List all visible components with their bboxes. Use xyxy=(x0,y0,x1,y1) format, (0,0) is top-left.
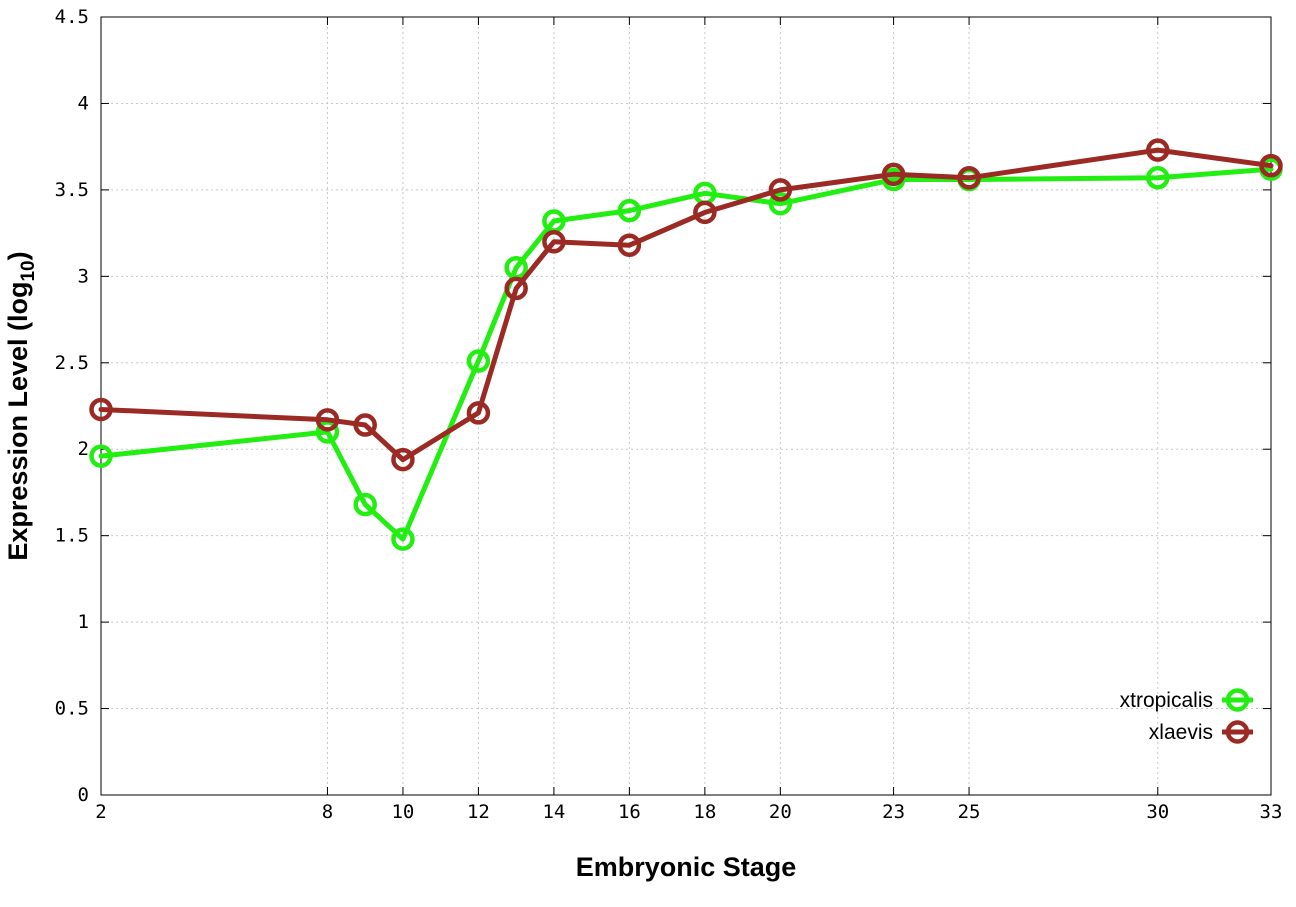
data-point-xlaevis xyxy=(315,408,340,432)
data-point-xlaevis xyxy=(542,230,566,254)
data-point-xlaevis xyxy=(466,401,491,425)
data-point-xlaevis xyxy=(391,447,415,472)
axis-ticks: 0 0.5 1 1.5 2 2.5 3 3.5 4 4.5 2 8 10 12 14 16 18 20 23 25 30… xyxy=(55,6,1283,823)
data-point-xtropicalis xyxy=(1146,166,1170,190)
y-tick-label: 2.5 xyxy=(55,352,89,374)
legend: xtropicalis xlaevis xyxy=(1120,688,1253,744)
plot-frame xyxy=(100,16,1272,796)
series-xlaevis xyxy=(89,138,1283,472)
x-axis-title: Embryonic Stage xyxy=(576,852,797,882)
y-tick-label: 4 xyxy=(78,92,89,114)
y-tick-label: 1.5 xyxy=(55,525,89,547)
y-tick-label: 0.5 xyxy=(55,698,89,720)
x-tick-label: 18 xyxy=(693,801,716,823)
x-tick-label: 25 xyxy=(958,801,981,823)
legend-label: xtropicalis xyxy=(1120,689,1213,712)
legend-label: xlaevis xyxy=(1149,721,1213,744)
data-point-xlaevis xyxy=(693,200,717,225)
data-point-xlaevis xyxy=(881,162,906,187)
x-tick-label: 23 xyxy=(882,801,905,823)
x-tick-label: 8 xyxy=(322,801,333,823)
data-point-xlaevis xyxy=(768,178,793,202)
x-tick-label: 10 xyxy=(391,801,414,823)
data-point-xlaevis xyxy=(353,413,377,437)
y-tick-label: 1 xyxy=(78,611,89,633)
y-tick-label: 4.5 xyxy=(55,6,89,28)
data-point-xlaevis xyxy=(617,233,642,257)
data-point-xlaevis xyxy=(1259,153,1283,178)
data-point-xtropicalis xyxy=(353,492,377,517)
y-tick-label: 3 xyxy=(78,265,89,287)
data-point-xtropicalis xyxy=(617,198,642,223)
x-tick-label: 14 xyxy=(542,801,565,823)
legend-item-xtropicalis: xtropicalis xyxy=(1120,688,1253,712)
grid-lines xyxy=(101,17,1271,795)
data-point-xlaevis xyxy=(957,166,981,190)
x-tick-label: 16 xyxy=(618,801,641,823)
data-point-xtropicalis xyxy=(315,420,340,444)
y-tick-label: 2 xyxy=(78,438,89,460)
x-tick-label: 12 xyxy=(467,801,490,823)
data-point-xtropicalis xyxy=(466,349,491,373)
x-tick-label: 30 xyxy=(1146,801,1169,823)
legend-swatch-marker xyxy=(1225,720,1250,744)
data-point-xlaevis xyxy=(89,397,113,422)
data-point-xtropicalis xyxy=(768,191,793,216)
series-line-xtropicalis xyxy=(98,166,1274,542)
data-point-xtropicalis xyxy=(391,527,415,551)
data-point-xlaevis xyxy=(504,276,528,301)
x-tick-label: 33 xyxy=(1260,801,1283,823)
series-layer xyxy=(89,138,1283,551)
legend-item-xlaevis: xlaevis xyxy=(1149,720,1253,744)
y-tick-label: 0 xyxy=(78,784,89,806)
legend-swatch-marker xyxy=(1225,688,1250,712)
y-tick-label: 3.5 xyxy=(55,179,89,201)
data-point-xtropicalis xyxy=(89,444,113,468)
x-tick-label: 20 xyxy=(769,801,792,823)
x-tick-label: 2 xyxy=(95,801,106,823)
y-axis-title: Expression Level (log10) xyxy=(3,251,39,560)
data-point-xlaevis xyxy=(1146,138,1170,162)
